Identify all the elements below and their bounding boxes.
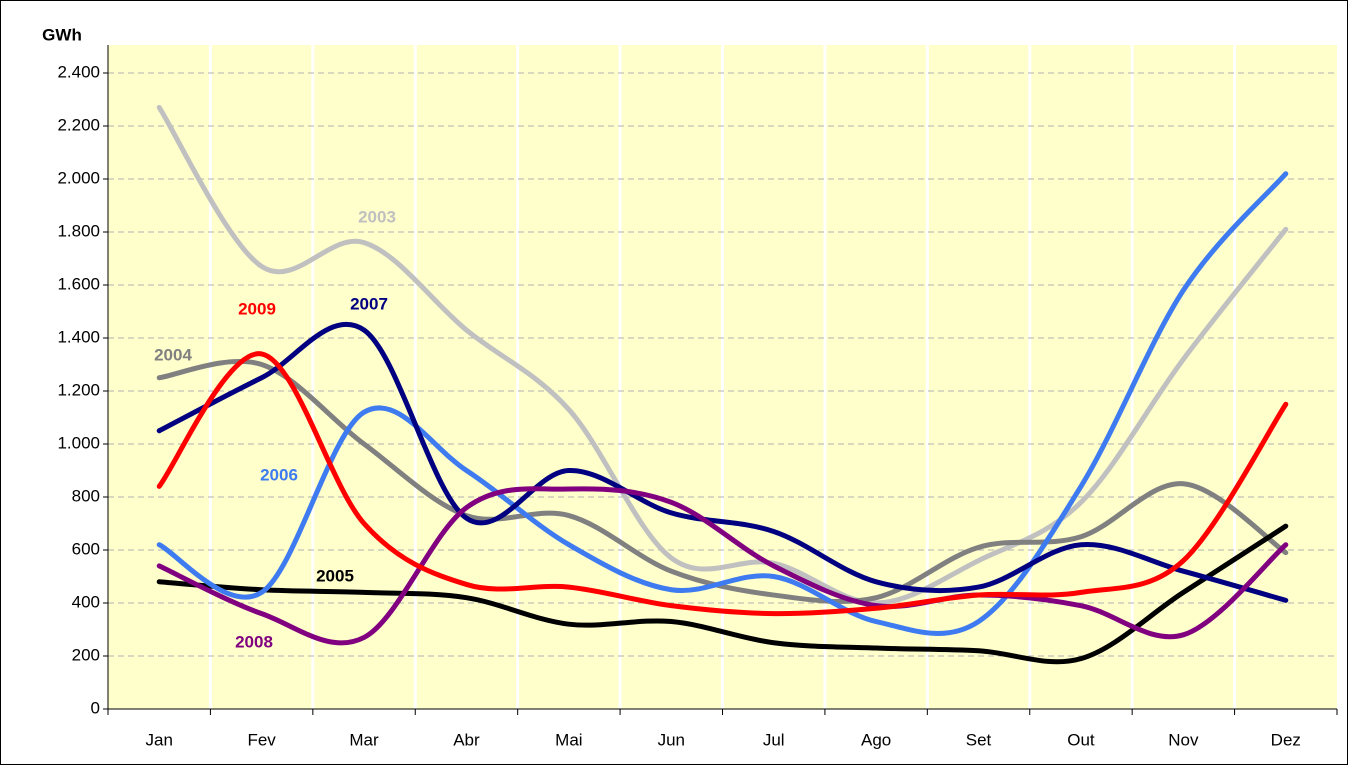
x-tick-label: Fev <box>247 730 276 749</box>
y-tick-label: 1.400 <box>57 327 100 346</box>
y-tick-label: 800 <box>72 486 100 505</box>
y-tick-label: 2.400 <box>57 62 100 81</box>
y-tick-label: 1.000 <box>57 433 100 452</box>
x-tick-label: Abr <box>453 730 480 749</box>
x-tick-label: Nov <box>1168 730 1199 749</box>
y-tick-label: 2.200 <box>57 115 100 134</box>
labels: 2003 2004 2005 2006 2007 2008 2009 <box>154 207 396 651</box>
series-label: 2005 <box>316 566 354 585</box>
lines <box>156 104 1289 665</box>
series-line <box>156 104 1289 606</box>
series-label: 2007 <box>350 294 388 313</box>
series-label: 2004 <box>154 345 192 364</box>
y-tick-label: 2.000 <box>57 168 100 187</box>
y-axis-label: GWh <box>42 25 82 44</box>
y-tick-label: 1.800 <box>57 221 100 240</box>
grid: 0 200 400 600 800 1.000 1.200 1.400 1.600 1.800 2.… <box>57 45 1338 749</box>
y-tick-label: 600 <box>72 539 100 558</box>
x-tick-label: Out <box>1067 730 1095 749</box>
series-line <box>156 486 1289 646</box>
y-tick-label: 200 <box>72 645 100 664</box>
series-line <box>156 523 1289 665</box>
y-tick-label: 0 <box>91 698 100 717</box>
series-label: 2006 <box>260 465 298 484</box>
series-label: 2009 <box>238 299 276 318</box>
y-tick-label: 400 <box>72 592 100 611</box>
x-tick-label: Ago <box>861 730 891 749</box>
series-line <box>156 321 1289 603</box>
series-line <box>156 358 1289 605</box>
x-tick-label: Mar <box>349 730 379 749</box>
x-tick-label: Set <box>966 730 992 749</box>
series-line <box>156 171 1289 636</box>
series-label: 2003 <box>358 207 396 226</box>
y-tick-label: 1.600 <box>57 274 100 293</box>
x-tick-label: Mai <box>555 730 582 749</box>
x-tick-label: Jul <box>763 730 785 749</box>
x-tick-label: Dez <box>1271 730 1301 749</box>
x-tick-label: Jan <box>145 730 172 749</box>
series-line <box>156 351 1289 617</box>
y-tick-label: 1.200 <box>57 380 100 399</box>
x-tick-label: Jun <box>658 730 685 749</box>
series-label: 2008 <box>235 632 273 651</box>
